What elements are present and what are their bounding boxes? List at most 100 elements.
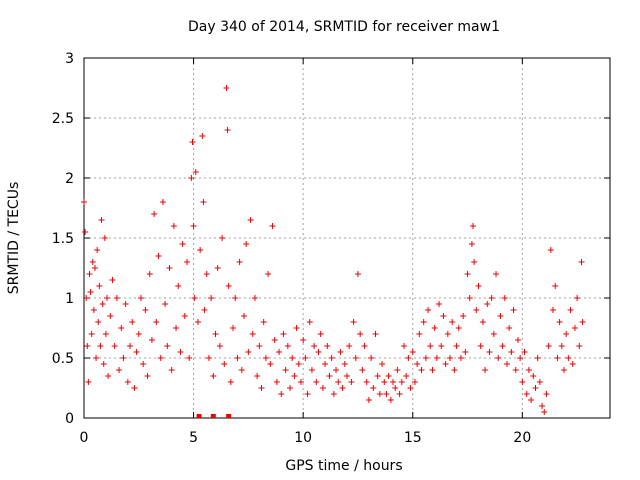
data-point — [532, 385, 539, 391]
x-tick-label: 15 — [404, 430, 422, 446]
data-point — [240, 313, 247, 319]
data-point — [512, 367, 519, 373]
chart-title: Day 340 of 2014, SRMTID for receiver maw… — [188, 19, 500, 35]
data-point — [98, 217, 105, 223]
data-point — [243, 241, 250, 247]
data-point — [414, 361, 421, 367]
data-point — [116, 367, 123, 373]
data-point — [295, 361, 302, 367]
data-point — [131, 385, 138, 391]
data-point — [335, 379, 342, 385]
data-point — [556, 319, 563, 325]
data-point — [271, 337, 278, 343]
data-point — [464, 271, 471, 277]
y-tick-label: 2 — [65, 171, 74, 187]
data-point — [223, 85, 230, 91]
data-point — [227, 379, 234, 385]
zero-marker — [226, 414, 232, 418]
data-point — [122, 301, 129, 307]
data-point — [354, 271, 361, 277]
data-point — [374, 373, 381, 379]
data-point — [249, 331, 256, 337]
data-point — [260, 319, 267, 325]
data-point — [188, 175, 195, 181]
data-point — [322, 361, 329, 367]
y-axis-label: SRMTID / TECUs — [6, 182, 22, 295]
data-point — [569, 361, 576, 367]
data-point — [308, 367, 315, 373]
data-point — [184, 259, 191, 265]
data-point — [109, 277, 116, 283]
data-point — [350, 319, 357, 325]
data-point — [289, 355, 296, 361]
data-point — [484, 301, 491, 307]
data-point — [579, 319, 586, 325]
data-point — [567, 307, 574, 313]
data-point — [86, 271, 93, 277]
data-point — [457, 355, 464, 361]
data-point — [370, 385, 377, 391]
data-point — [194, 319, 201, 325]
data-point — [576, 343, 583, 349]
data-point — [488, 295, 495, 301]
data-point — [159, 199, 166, 205]
data-point — [251, 295, 258, 301]
data-point — [449, 319, 456, 325]
data-point — [462, 349, 469, 355]
data-point — [293, 325, 300, 331]
data-point — [416, 331, 423, 337]
data-point — [376, 391, 383, 397]
data-point — [291, 373, 298, 379]
data-point — [407, 385, 414, 391]
data-point — [422, 355, 429, 361]
data-point — [214, 265, 221, 271]
data-point — [563, 331, 570, 337]
x-axis-label: GPS time / hours — [285, 458, 402, 474]
data-point — [536, 379, 543, 385]
data-point — [425, 307, 432, 313]
data-point — [466, 295, 473, 301]
data-point — [361, 343, 368, 349]
data-point — [118, 325, 125, 331]
data-point — [552, 283, 559, 289]
data-point — [190, 223, 197, 229]
data-point — [216, 343, 223, 349]
axis-ticks — [83, 57, 610, 419]
data-point — [554, 355, 561, 361]
data-point — [396, 391, 403, 397]
data-point — [558, 343, 565, 349]
data-point — [357, 331, 364, 337]
data-point — [157, 355, 164, 361]
data-point — [267, 361, 274, 367]
data-point — [383, 391, 390, 397]
y-tick-label: 0 — [65, 411, 74, 427]
data-point — [245, 349, 252, 355]
data-point — [470, 223, 477, 229]
data-point — [129, 319, 136, 325]
data-point — [146, 271, 153, 277]
data-point — [429, 367, 436, 373]
data-point — [208, 295, 215, 301]
data-point — [392, 385, 399, 391]
data-point — [394, 367, 401, 373]
data-point — [418, 367, 425, 373]
data-point — [105, 373, 112, 379]
data-point — [175, 283, 182, 289]
data-point — [94, 247, 101, 253]
data-point — [104, 295, 111, 301]
data-point — [471, 259, 478, 265]
data-point — [571, 325, 578, 331]
data-point — [306, 319, 313, 325]
data-point — [475, 283, 482, 289]
y-tick-labels: 0 0.5 1 1.5 2 2.5 3 — [52, 51, 74, 427]
data-point — [262, 355, 269, 361]
data-point — [385, 373, 392, 379]
data-point — [333, 367, 340, 373]
data-point — [324, 343, 331, 349]
data-point — [210, 373, 217, 379]
data-point — [517, 355, 524, 361]
data-point — [221, 361, 228, 367]
data-point — [197, 247, 204, 253]
data-point — [411, 379, 418, 385]
